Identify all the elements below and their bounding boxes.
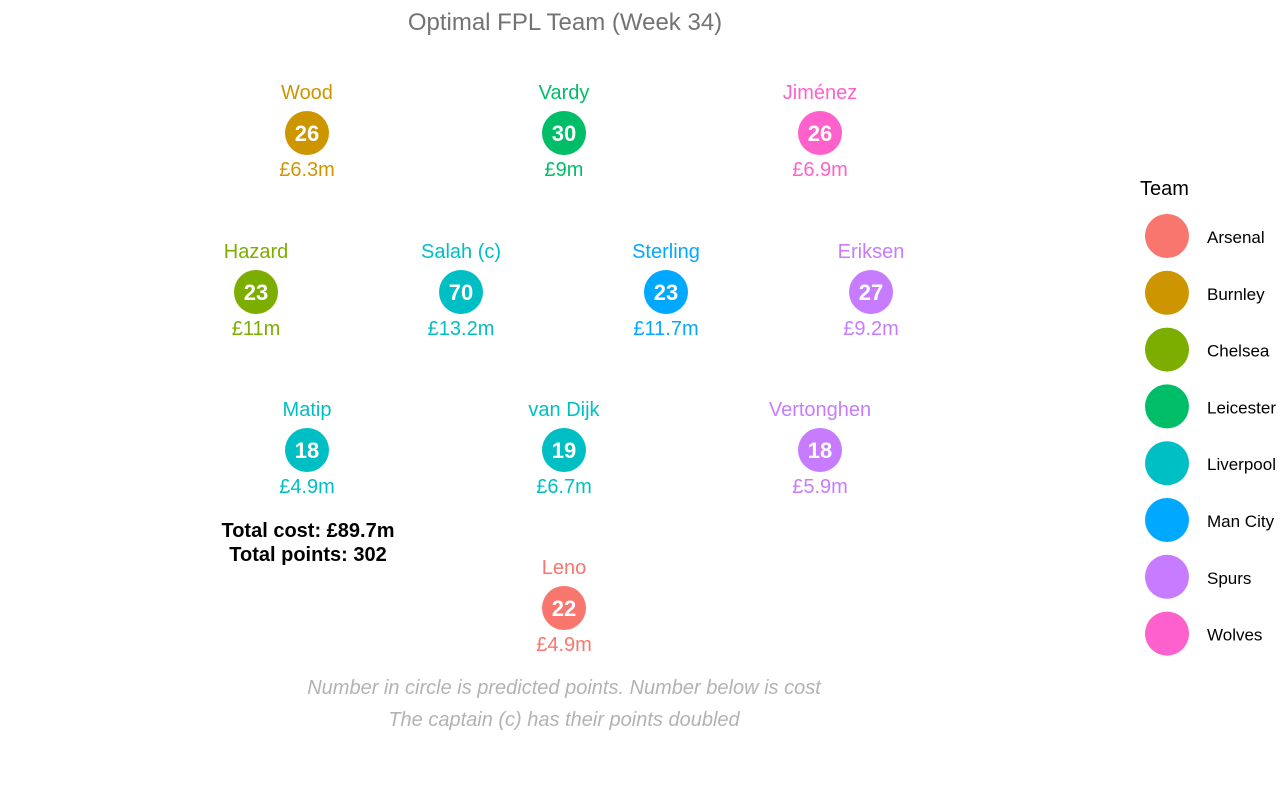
player-points: 26: [295, 121, 319, 146]
player-points: 23: [244, 280, 268, 305]
player-points: 18: [808, 438, 832, 463]
player-point-circle: [285, 428, 329, 472]
legend-key: [1145, 441, 1189, 486]
player-cost: £5.9m: [792, 476, 848, 498]
legend-item: Liverpool: [1145, 441, 1276, 486]
player-name: Sterling: [632, 241, 700, 263]
player-points: 70: [449, 280, 473, 305]
player-point-circle: [849, 270, 893, 314]
chart-title: Optimal FPL Team (Week 34): [408, 9, 722, 36]
player-cost: £9.2m: [843, 318, 899, 340]
player-point-circle: [234, 270, 278, 314]
player-points: 30: [552, 121, 576, 146]
player-points: 19: [552, 438, 576, 463]
legend-label: Spurs: [1207, 569, 1251, 588]
player-marker: Salah (c) 70 £13.2m: [421, 241, 501, 340]
player-marker: Wood 26 £6.3m: [279, 82, 335, 181]
legend-key: [1145, 214, 1189, 258]
player-marker: Sterling 23 £11.7m: [632, 241, 700, 340]
player-name: Matip: [283, 399, 332, 421]
player-marker: van Dijk 19 £6.7m: [528, 399, 600, 498]
player-name: van Dijk: [528, 399, 600, 421]
player-marker: Matip 18 £4.9m: [279, 399, 335, 498]
player-cost: £4.9m: [279, 476, 335, 498]
player-point-circle: [285, 111, 329, 155]
legend-label: Liverpool: [1207, 455, 1276, 474]
player-name: Eriksen: [838, 241, 905, 263]
player-cost: £6.7m: [536, 476, 592, 498]
player-marker: Leno 22 £4.9m: [536, 557, 592, 656]
legend-key: [1145, 498, 1189, 542]
player-cost: £13.2m: [428, 318, 495, 340]
player-point-circle: [644, 270, 688, 314]
legend-key: [1145, 327, 1189, 372]
caption-line-1: Number in circle is predicted points. Nu…: [307, 677, 822, 699]
player-marker: Eriksen 27 £9.2m: [838, 241, 905, 340]
player-points: 26: [808, 121, 832, 146]
player-name: Leno: [542, 557, 587, 579]
legend-key: [1145, 270, 1189, 315]
player-name: Vertonghen: [769, 399, 871, 421]
player-cost: £6.9m: [792, 159, 848, 181]
legend-label: Leicester: [1207, 398, 1276, 417]
caption-line-2: The captain (c) has their points doubled: [388, 709, 740, 731]
total-cost-label: Total cost: £89.7m: [221, 520, 394, 542]
legend-item: Man City: [1145, 498, 1275, 542]
legend-label: Burnley: [1207, 285, 1265, 304]
player-cost: £11m: [232, 318, 281, 340]
player-point-circle: [439, 270, 483, 314]
legend-key: [1145, 554, 1189, 599]
player-name: Salah (c): [421, 241, 501, 263]
legend-key: [1145, 384, 1189, 429]
legend-item: Spurs: [1145, 554, 1251, 599]
player-point-circle: [798, 428, 842, 472]
player-marker: Jiménez 26 £6.9m: [783, 82, 857, 181]
player-cost: £6.3m: [279, 159, 335, 181]
player-marker: Vardy 30 £9m: [539, 82, 590, 181]
player-name: Wood: [281, 82, 333, 104]
legend-item: Wolves: [1145, 611, 1262, 656]
legend-key: [1145, 611, 1189, 656]
legend-item: Leicester: [1145, 384, 1276, 429]
total-points-label: Total points: 302: [229, 544, 386, 566]
player-cost: £11.7m: [633, 318, 698, 340]
player-name: Jiménez: [783, 82, 857, 104]
player-cost: £9m: [545, 159, 584, 181]
player-points: 22: [552, 596, 576, 621]
legend-label: Wolves: [1207, 626, 1262, 645]
legend-item: Arsenal: [1145, 214, 1265, 258]
player-name: Hazard: [224, 241, 288, 263]
players-layer: Wood 26 £6.3m Vardy 30 £9m Jiménez 26 £6.9m Hazar…: [224, 82, 905, 656]
player-point-circle: [798, 111, 842, 155]
player-point-circle: [542, 111, 586, 155]
legend-label: Man City: [1207, 512, 1275, 531]
player-marker: Vertonghen 18 £5.9m: [769, 399, 871, 498]
legend-item: Chelsea: [1145, 327, 1270, 372]
legend-title: Team: [1140, 178, 1189, 200]
legend-label: Arsenal: [1207, 228, 1265, 247]
player-points: 23: [654, 280, 678, 305]
player-marker: Hazard 23 £11m: [224, 241, 288, 340]
player-point-circle: [542, 428, 586, 472]
legend-label: Chelsea: [1207, 342, 1270, 361]
legend: Team Arsenal Burnley Chelsea Leicester Liver…: [1140, 178, 1276, 656]
player-points: 18: [295, 438, 319, 463]
legend-item: Burnley: [1145, 270, 1265, 315]
player-cost: £4.9m: [536, 634, 592, 656]
player-name: Vardy: [539, 82, 590, 104]
player-point-circle: [542, 586, 586, 630]
player-points: 27: [859, 280, 883, 305]
